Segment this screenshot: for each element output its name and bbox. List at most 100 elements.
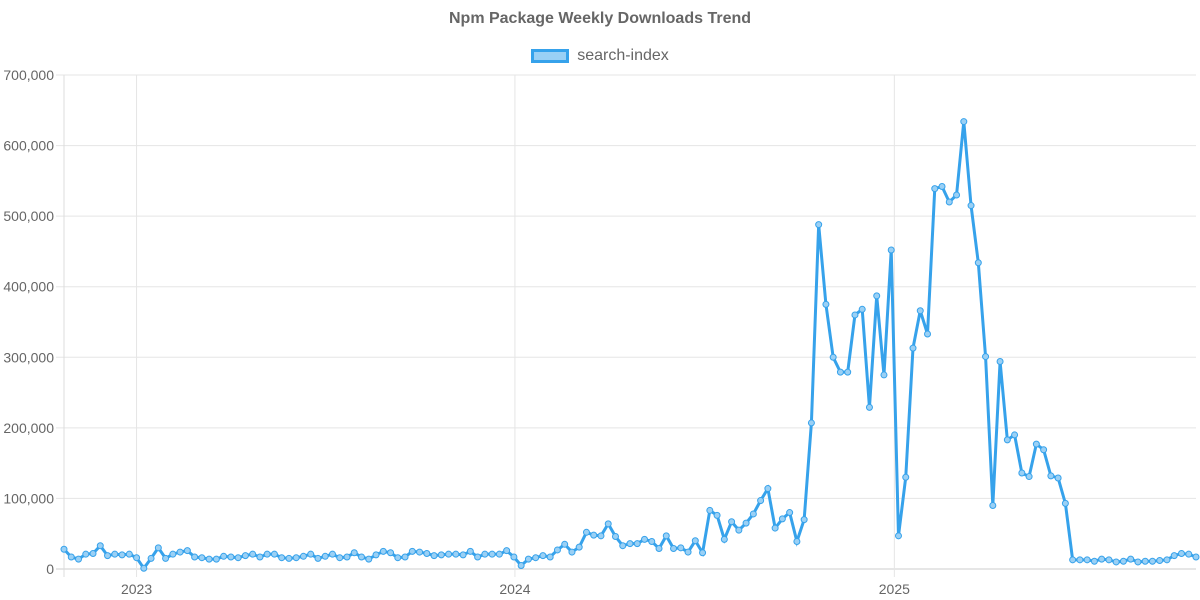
data-point [401, 553, 409, 561]
y-tick-label: 700,000 [3, 67, 54, 83]
data-point [1018, 469, 1026, 477]
data-point [205, 555, 213, 563]
data-point [1025, 473, 1033, 481]
series-line [62, 121, 1197, 571]
y-tick-label: 0 [46, 561, 54, 577]
x-tick-label: 2023 [121, 581, 152, 597]
data-point [822, 300, 830, 308]
data-point [1040, 446, 1048, 454]
data-point [1119, 557, 1127, 565]
data-point [670, 545, 678, 553]
data-point [198, 554, 206, 562]
data-point [909, 344, 917, 352]
data-point [314, 554, 322, 562]
data-point [183, 547, 191, 555]
data-point [532, 554, 540, 562]
data-point [1083, 556, 1091, 564]
data-point [1170, 552, 1178, 560]
data-point [953, 191, 961, 199]
data-point [735, 526, 743, 534]
data-point [1163, 556, 1171, 564]
data-point [684, 548, 692, 556]
data-point [916, 307, 924, 315]
data-point [60, 545, 68, 553]
data-point [263, 550, 271, 558]
data-point [1003, 436, 1011, 444]
y-tick-label: 300,000 [3, 349, 54, 365]
data-point [960, 118, 968, 126]
data-point [169, 550, 177, 558]
data-point [408, 547, 416, 555]
data-point [125, 550, 133, 558]
data-point [894, 532, 902, 540]
data-point [1076, 556, 1084, 564]
data-point [924, 330, 932, 338]
data-point [1185, 550, 1193, 558]
legend-label[interactable]: search-index [577, 47, 669, 64]
data-point [902, 473, 910, 481]
data-point [1148, 557, 1156, 565]
data-point [553, 546, 561, 554]
data-point [626, 540, 634, 548]
data-point [1112, 558, 1120, 566]
data-point [358, 553, 366, 561]
x-tick-label: 2024 [499, 581, 530, 597]
data-point [459, 551, 467, 559]
data-point [328, 550, 336, 558]
data-point [742, 519, 750, 527]
data-point [996, 358, 1004, 366]
data-point [75, 555, 83, 563]
data-point [430, 552, 438, 560]
data-point [662, 532, 670, 540]
data-point [546, 553, 554, 561]
data-point [227, 553, 235, 561]
data-point [343, 553, 351, 561]
data-point [191, 553, 199, 561]
data-point [778, 515, 786, 523]
data-point [771, 524, 779, 532]
data-point [590, 531, 598, 539]
data-point [561, 540, 569, 548]
y-tick-label: 500,000 [3, 208, 54, 224]
legend-swatch[interactable] [531, 49, 570, 63]
data-point [517, 561, 525, 569]
data-point [147, 554, 155, 562]
data-point [633, 540, 641, 548]
data-point [873, 292, 881, 300]
data-point [162, 554, 170, 562]
data-point [96, 542, 104, 550]
data-point [757, 497, 765, 505]
data-point [307, 550, 315, 558]
data-point [1134, 558, 1142, 566]
data-point [234, 554, 242, 562]
data-point [387, 549, 395, 557]
data-point [111, 550, 119, 558]
data-point [582, 528, 590, 536]
data-point [1098, 555, 1106, 563]
data-point [945, 198, 953, 206]
data-point [728, 518, 736, 526]
data-point [416, 548, 424, 556]
data-point [241, 552, 249, 560]
data-point [699, 549, 707, 557]
data-point [619, 542, 627, 550]
data-point [851, 311, 859, 319]
y-tick-label: 100,000 [3, 490, 54, 506]
data-point [140, 564, 148, 572]
data-point [641, 535, 649, 543]
data-point [176, 548, 184, 556]
data-point [394, 554, 402, 562]
data-point [691, 537, 699, 545]
data-point [1032, 440, 1040, 448]
data-point [350, 549, 358, 557]
data-point [1011, 431, 1019, 439]
data-point [423, 549, 431, 557]
data-point [836, 368, 844, 376]
data-point [503, 547, 511, 555]
data-point [321, 552, 329, 560]
legend[interactable]: search-index [0, 47, 1200, 65]
data-point [880, 371, 888, 379]
data-point [270, 550, 278, 558]
data-point [474, 553, 482, 561]
